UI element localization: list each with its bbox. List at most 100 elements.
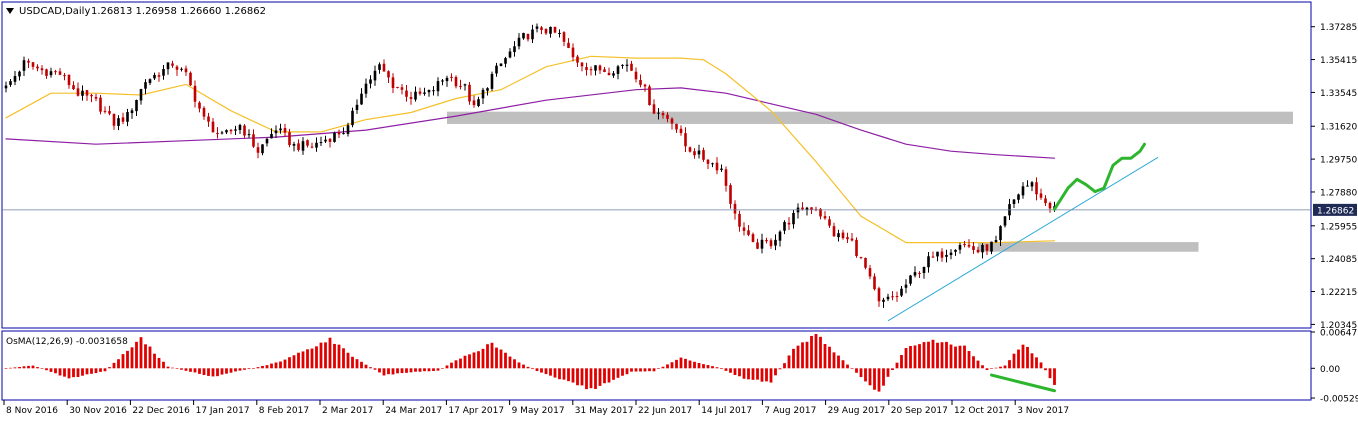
candle-body bbox=[612, 73, 615, 76]
osma-bar bbox=[549, 368, 552, 376]
osma-pane[interactable]: OsMA(12,26,9) -0.0031658 bbox=[1, 330, 1312, 401]
osma-bar bbox=[324, 342, 327, 369]
candle-body bbox=[1003, 216, 1007, 226]
osma-bar bbox=[216, 368, 219, 377]
candle-body bbox=[742, 227, 746, 231]
candle-body bbox=[342, 133, 345, 135]
candle bbox=[490, 71, 494, 92]
candle-body bbox=[94, 96, 98, 99]
candle-body bbox=[652, 104, 656, 114]
candle bbox=[517, 33, 521, 50]
osma-bar bbox=[945, 341, 948, 369]
candle bbox=[607, 67, 611, 76]
osma-bar bbox=[778, 368, 782, 370]
candle bbox=[715, 157, 719, 175]
osma-bar bbox=[99, 368, 102, 372]
osma-bar bbox=[63, 368, 66, 377]
candle bbox=[994, 235, 998, 243]
candle-body bbox=[837, 233, 840, 238]
candle-body bbox=[450, 76, 453, 78]
candle bbox=[540, 25, 543, 35]
candle-body bbox=[1017, 194, 1020, 200]
osma-bar bbox=[958, 345, 962, 369]
osma-bar bbox=[904, 348, 908, 369]
candle-body bbox=[472, 100, 476, 106]
price-pane[interactable]: USDCAD,Daily 1.26813 1.26958 1.26660 1.2… bbox=[1, 1, 1312, 329]
osma-bar bbox=[247, 368, 251, 370]
time-tick-label: 3 Nov 2017 bbox=[1017, 406, 1069, 416]
candle-body bbox=[135, 99, 138, 112]
osma-bar bbox=[747, 368, 750, 380]
time-tick-label: 31 May 2017 bbox=[575, 406, 634, 416]
candle-body bbox=[1035, 182, 1038, 195]
osma-bar bbox=[837, 355, 840, 369]
osma-bar bbox=[769, 368, 773, 383]
candle bbox=[670, 117, 674, 130]
time-tick-label: 17 Apr 2017 bbox=[448, 406, 504, 416]
candle-body bbox=[22, 60, 26, 71]
candle bbox=[765, 237, 768, 244]
candle bbox=[229, 128, 233, 135]
candle bbox=[49, 67, 53, 78]
candle bbox=[216, 127, 219, 139]
time-axis[interactable]: 8 Nov 2016 30 Nov 2016 22 Dec 2016 17 Jan 2… bbox=[3, 400, 1069, 416]
candle bbox=[801, 202, 804, 211]
price-tick-label: 1.25955 bbox=[1320, 222, 1357, 232]
candle bbox=[936, 251, 939, 262]
osma-bar bbox=[283, 359, 287, 369]
candle-body bbox=[144, 82, 147, 89]
candle-body bbox=[49, 71, 53, 76]
candle-body bbox=[207, 116, 210, 122]
osma-bar bbox=[108, 367, 111, 369]
candle bbox=[243, 124, 246, 138]
candle-body bbox=[985, 244, 989, 251]
candle-body bbox=[324, 139, 327, 142]
candle-body bbox=[828, 219, 831, 226]
candle-body bbox=[31, 62, 35, 67]
candle-body bbox=[198, 102, 201, 109]
time-tick-label: 30 Nov 2016 bbox=[69, 406, 127, 416]
osma-bar bbox=[967, 351, 971, 369]
osma-bar bbox=[544, 368, 548, 375]
candle bbox=[688, 146, 692, 153]
candle-body bbox=[990, 241, 993, 252]
triangle-down-icon[interactable] bbox=[6, 8, 14, 14]
osma-bar bbox=[792, 348, 795, 369]
osma-bar bbox=[72, 368, 75, 378]
candle bbox=[576, 54, 579, 68]
osma-bar bbox=[760, 368, 764, 382]
candle bbox=[805, 206, 809, 216]
osma-bar bbox=[355, 359, 359, 369]
candle-body bbox=[229, 129, 233, 132]
candle bbox=[175, 65, 179, 76]
candle bbox=[117, 115, 120, 131]
candle-body bbox=[283, 128, 287, 133]
osma-bar bbox=[301, 351, 305, 369]
price-axis[interactable]: 1.37285 1.35415 1.33545 1.31620 1.29750 1.278… bbox=[1311, 23, 1357, 331]
candle bbox=[351, 107, 354, 128]
candle-body bbox=[67, 74, 71, 86]
osma-bar bbox=[922, 342, 926, 369]
candle-body bbox=[58, 71, 62, 75]
candle bbox=[499, 63, 503, 67]
price-tick-label: 1.20345 bbox=[1320, 321, 1357, 331]
candle-body bbox=[526, 34, 530, 40]
osma-bar bbox=[162, 361, 165, 369]
candle bbox=[459, 79, 462, 90]
candle-body bbox=[846, 237, 849, 240]
candle bbox=[378, 62, 381, 74]
osma-bar bbox=[45, 368, 48, 371]
osma-bar bbox=[499, 349, 503, 369]
candle-body bbox=[868, 268, 872, 277]
osma-bar bbox=[706, 365, 710, 369]
candle bbox=[985, 244, 989, 255]
candle bbox=[468, 82, 471, 105]
osma-bar bbox=[270, 363, 273, 369]
candle-body bbox=[139, 89, 143, 101]
candle bbox=[454, 75, 458, 89]
osma-bar bbox=[949, 344, 953, 369]
osma-bar bbox=[54, 368, 57, 374]
candle bbox=[126, 108, 129, 127]
osma-bar bbox=[738, 368, 741, 377]
candle-body bbox=[720, 168, 723, 170]
